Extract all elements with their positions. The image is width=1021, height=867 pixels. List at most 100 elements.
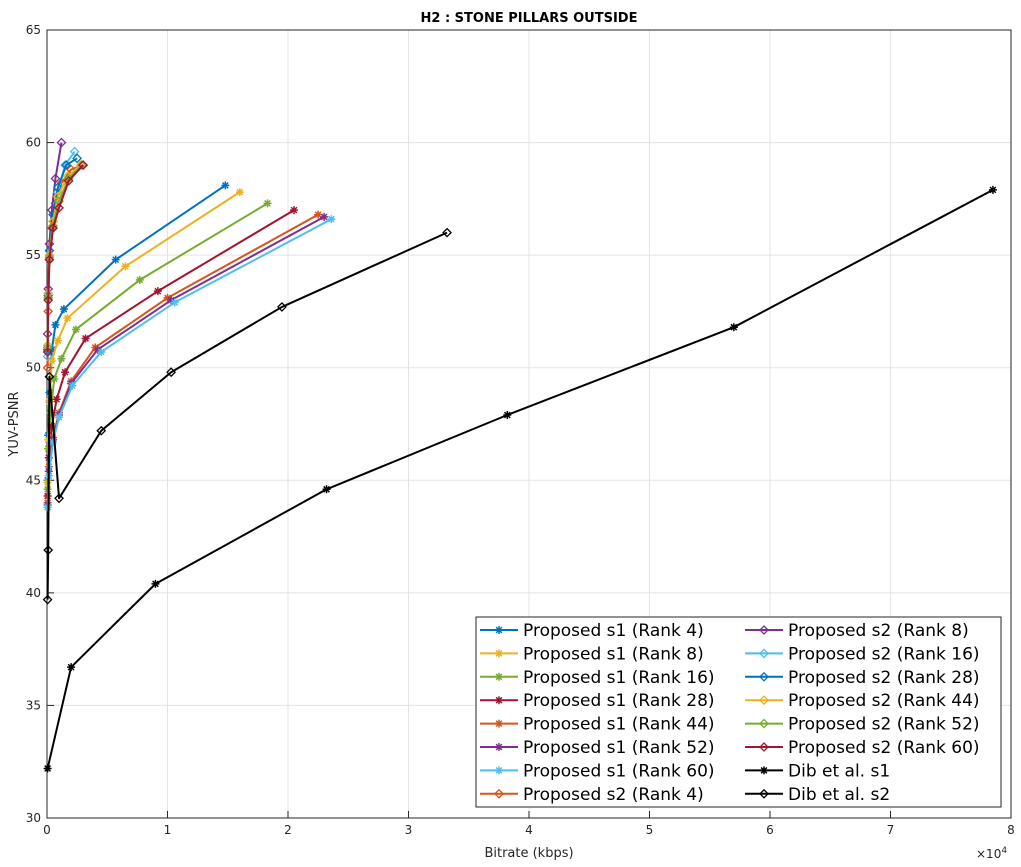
x-axis-multiplier-base: ×10 xyxy=(976,847,1001,861)
x-tick-label: 2 xyxy=(284,823,292,837)
data-point xyxy=(78,160,89,171)
data-point xyxy=(69,146,80,157)
legend-label: Dib et al. s2 xyxy=(788,785,890,805)
legend-swatch-marker xyxy=(495,719,503,728)
legend-label: Proposed s2 (Rank 28) xyxy=(788,668,980,688)
series-line xyxy=(46,231,448,600)
data-point xyxy=(277,302,287,312)
legend-item: Proposed s1 (Rank 8) xyxy=(480,644,704,664)
data-point xyxy=(44,371,55,382)
legend-item: Dib et al. s2 xyxy=(745,785,890,805)
x-tick-label: 6 xyxy=(766,823,774,837)
data-point xyxy=(290,206,299,215)
chart-title: H2 : STONE PILLARS OUTSIDE xyxy=(421,11,638,26)
data-point xyxy=(170,298,179,307)
legend-swatch-marker xyxy=(759,671,769,682)
series-group xyxy=(42,137,997,773)
data-point xyxy=(77,160,87,171)
data-point xyxy=(42,351,53,362)
legend-item: Proposed s1 (Rank 44) xyxy=(480,715,715,735)
data-point xyxy=(61,368,70,377)
legend-item: Proposed s1 (Rank 60) xyxy=(480,761,715,781)
data-point xyxy=(52,182,63,193)
legend-label: Dib et al. s1 xyxy=(788,761,890,781)
legend-item: Proposed s1 (Rank 16) xyxy=(480,668,715,688)
data-point xyxy=(44,254,55,265)
legend-swatch-marker xyxy=(494,788,504,799)
legend-item: Proposed s2 (Rank 8) xyxy=(745,621,969,641)
y-tick-label: 65 xyxy=(26,23,41,37)
data-point xyxy=(93,345,102,354)
legend-swatch-marker xyxy=(759,788,769,799)
series-15 xyxy=(42,227,452,605)
legend-item: Proposed s2 (Rank 16) xyxy=(745,644,980,664)
data-point xyxy=(57,354,66,363)
legend-swatch-marker xyxy=(759,625,769,635)
data-point xyxy=(48,223,58,234)
series-13 xyxy=(42,160,89,357)
data-point xyxy=(135,275,144,284)
x-tick-label: 7 xyxy=(887,823,895,837)
legend-item: Proposed s2 (Rank 4) xyxy=(480,785,704,805)
legend-item: Proposed s2 (Rank 28) xyxy=(745,668,980,688)
data-point xyxy=(51,320,60,329)
legend-item: Proposed s2 (Rank 44) xyxy=(745,691,980,711)
legend-swatch-marker xyxy=(759,648,769,659)
legend-swatch-marker xyxy=(759,742,769,752)
legend-item: Proposed s2 (Rank 60) xyxy=(745,738,980,758)
legend-label: Proposed s1 (Rank 4) xyxy=(523,621,704,641)
data-point xyxy=(63,175,74,186)
data-point xyxy=(151,579,160,588)
data-point xyxy=(167,296,176,305)
y-tick-label: 30 xyxy=(26,811,41,825)
y-tick-label: 55 xyxy=(26,248,41,262)
data-point xyxy=(503,410,512,419)
data-point xyxy=(327,215,336,224)
legend-box xyxy=(475,616,1002,808)
data-point xyxy=(72,153,83,164)
data-point xyxy=(50,374,59,383)
data-point xyxy=(43,545,54,555)
data-point xyxy=(54,202,64,213)
legend: Proposed s1 (Rank 4) Proposed s1 (Rank 8)… xyxy=(475,616,1002,808)
data-point xyxy=(47,422,56,431)
data-point xyxy=(63,314,72,323)
x-tick-label: 4 xyxy=(525,823,533,837)
data-point xyxy=(61,160,72,171)
legend-swatch-marker xyxy=(495,626,503,634)
x-tick-label: 1 xyxy=(164,823,172,837)
legend-swatch-marker xyxy=(495,649,503,658)
legend-swatch-marker xyxy=(759,718,769,729)
legend-label: Proposed s2 (Rank 4) xyxy=(523,785,704,805)
data-point xyxy=(988,185,997,194)
y-tick-label: 35 xyxy=(26,698,41,712)
series-14 xyxy=(43,185,997,773)
data-point xyxy=(59,305,68,314)
data-point xyxy=(111,255,120,264)
data-point xyxy=(47,356,56,365)
legend-label: Proposed s1 (Rank 44) xyxy=(523,715,715,735)
data-point xyxy=(56,137,67,148)
legend-label: Proposed s1 (Rank 8) xyxy=(523,644,704,664)
legend-swatch-marker xyxy=(495,766,503,775)
x-tick-label: 3 xyxy=(405,823,413,837)
legend-label: Proposed s2 (Rank 60) xyxy=(788,738,980,758)
data-point xyxy=(121,262,130,271)
legend-swatch-marker xyxy=(495,696,503,705)
legend-item: Proposed s1 (Rank 28) xyxy=(480,691,715,711)
legend-swatch-marker xyxy=(760,766,768,775)
y-tick-label: 45 xyxy=(26,473,41,487)
data-point xyxy=(54,493,64,504)
legend-label: Proposed s1 (Rank 60) xyxy=(523,761,715,781)
legend-swatch-marker xyxy=(495,672,503,681)
data-point xyxy=(97,347,106,356)
data-point xyxy=(235,188,244,197)
data-point xyxy=(42,347,53,357)
x-axis-label: Bitrate (kbps) xyxy=(484,846,573,861)
y-tick-label: 40 xyxy=(26,586,41,600)
x-tick-label: 5 xyxy=(646,823,654,837)
legend-item: Proposed s1 (Rank 52) xyxy=(480,738,715,758)
data-point xyxy=(49,438,58,447)
data-point xyxy=(42,594,53,605)
